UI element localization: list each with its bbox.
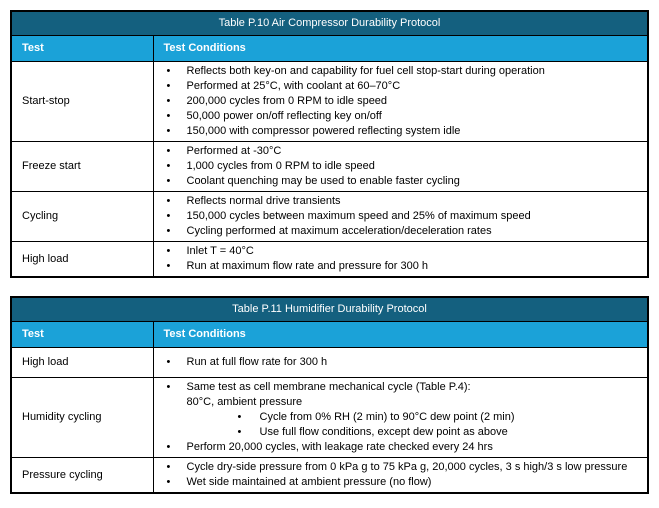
bullet-icon: •: [166, 145, 171, 157]
condition-bullet-line: • Run at full flow rate for 300 h: [154, 355, 642, 370]
bullet-icon: •: [166, 260, 171, 272]
table-title: Table P.10 Air Compressor Durability Pro…: [10, 10, 649, 36]
condition-text: Coolant quenching may be used to enable …: [186, 175, 460, 187]
table-header-row: Test Test Conditions: [10, 321, 649, 348]
condition-bullet-line: • Reflects both key-on and capability for…: [154, 64, 642, 79]
table-gap: [10, 278, 649, 296]
test-conditions-cell: • Performed at -30°C • 1,000 cycles from 0 …: [152, 141, 649, 192]
test-conditions-cell: • Inlet T = 40°C • Run at maximum flow rate…: [152, 241, 649, 278]
test-conditions-cell: • Reflects both key-on and capability for…: [152, 61, 649, 142]
table-row: High load • Run at full flow rate for 300 …: [10, 347, 649, 378]
bullet-icon: •: [166, 441, 171, 453]
column-header-conditions: Test Conditions: [152, 35, 649, 62]
bullet-icon: •: [166, 381, 171, 393]
humidifier-durability-table: Table P.11 Humidifier Durability Protoco…: [10, 296, 649, 494]
table-row: Freeze start • Performed at -30°C • 1,000 cy…: [10, 141, 649, 192]
condition-sub-bullet-line: • Cycle from 0% RH (2 min) to 90°C dew po…: [154, 410, 642, 425]
test-name-cell: Start-stop: [10, 61, 154, 142]
condition-text: Same test as cell membrane mechanical cy…: [186, 381, 471, 393]
condition-text: Perform 20,000 cycles, with leakage rate…: [186, 441, 493, 453]
condition-text: Run at full flow rate for 300 h: [186, 356, 328, 368]
column-header-test: Test: [10, 35, 154, 62]
condition-text: 50,000 power on/off reflecting key on/of…: [186, 110, 382, 122]
test-name-cell: Humidity cycling: [10, 377, 154, 458]
test-name-cell: Cycling: [10, 191, 154, 242]
bullet-icon: •: [166, 175, 171, 187]
condition-text: 150,000 with compressor powered reflecti…: [186, 125, 461, 137]
condition-text: Performed at -30°C: [186, 145, 282, 157]
condition-text: 150,000 cycles between maximum speed and…: [186, 210, 531, 222]
condition-bullet-line: • Reflects normal drive transients: [154, 194, 642, 209]
condition-text: Reflects normal drive transients: [186, 195, 341, 207]
bullet-icon: •: [166, 110, 171, 122]
table-header-row: Test Test Conditions: [10, 35, 649, 62]
test-name-cell: High load: [10, 347, 154, 378]
condition-text: Reflects both key-on and capability for …: [186, 65, 545, 77]
condition-text: Cycle from 0% RH (2 min) to 90°C dew poi…: [259, 411, 515, 423]
condition-text: Use full flow conditions, except dew poi…: [259, 426, 508, 438]
condition-bullet-line: • Cycle dry-side pressure from 0 kPa g to…: [154, 460, 642, 475]
bullet-icon: •: [166, 476, 171, 488]
table-row: Cycling • Reflects normal drive transients…: [10, 191, 649, 242]
bullet-icon: •: [166, 95, 171, 107]
table-title-row: Table P.11 Humidifier Durability Protoco…: [10, 296, 649, 322]
condition-bullet-line: • Same test as cell membrane mechanical c…: [154, 380, 642, 395]
table-title: Table P.11 Humidifier Durability Protoco…: [10, 296, 649, 322]
bullet-icon: •: [237, 426, 242, 438]
bullet-icon: •: [166, 210, 171, 222]
test-conditions-cell: • Run at full flow rate for 300 h: [152, 347, 649, 378]
test-conditions-cell: • Cycle dry-side pressure from 0 kPa g to…: [152, 457, 649, 494]
condition-bullet-line: • 1,000 cycles from 0 RPM to idle speed: [154, 159, 642, 174]
condition-bullet-line: • 200,000 cycles from 0 RPM to idle speed: [154, 94, 642, 109]
table-row: Start-stop • Reflects both key-on and capa…: [10, 61, 649, 142]
condition-text: 80°C, ambient pressure: [186, 396, 303, 408]
test-conditions-cell: • Reflects normal drive transients • 150,00…: [152, 191, 649, 242]
bullet-icon: •: [237, 411, 242, 423]
condition-text: Run at maximum flow rate and pressure fo…: [186, 260, 429, 272]
table-title-row: Table P.10 Air Compressor Durability Pro…: [10, 10, 649, 36]
condition-text: Cycling performed at maximum acceleratio…: [186, 225, 492, 237]
condition-text: 1,000 cycles from 0 RPM to idle speed: [186, 160, 375, 172]
condition-bullet-line: • Performed at 25°C, with coolant at 60–7…: [154, 79, 642, 94]
bullet-icon: •: [166, 225, 171, 237]
condition-bullet-line: • Wet side maintained at ambient pressure…: [154, 475, 642, 490]
bullet-icon: •: [166, 125, 171, 137]
bullet-icon: •: [166, 80, 171, 92]
condition-bullet-line: • 150,000 cycles between maximum speed an…: [154, 209, 642, 224]
condition-sub-bullet-line: • Use full flow conditions, except dew po…: [154, 425, 642, 440]
condition-text: Cycle dry-side pressure from 0 kPa g to …: [186, 461, 628, 473]
air-compressor-durability-table: Table P.10 Air Compressor Durability Pro…: [10, 10, 649, 278]
condition-bullet-line: • Cycling performed at maximum accelerati…: [154, 224, 642, 239]
condition-bullet-line: • Inlet T = 40°C: [154, 244, 642, 259]
condition-text: Performed at 25°C, with coolant at 60–70…: [186, 80, 401, 92]
condition-text: Wet side maintained at ambient pressure …: [186, 476, 432, 488]
column-header-test: Test: [10, 321, 154, 348]
condition-text: 200,000 cycles from 0 RPM to idle speed: [186, 95, 388, 107]
condition-bullet-line: • 50,000 power on/off reflecting key on/o…: [154, 109, 642, 124]
condition-bullet-line: • Coolant quenching may be used to enable…: [154, 174, 642, 189]
condition-continuation-line: 80°C, ambient pressure: [154, 395, 642, 410]
table-row: Humidity cycling • Same test as cell membr…: [10, 377, 649, 458]
test-conditions-cell: • Same test as cell membrane mechanical c…: [152, 377, 649, 458]
condition-bullet-line: • Perform 20,000 cycles, with leakage rat…: [154, 440, 642, 455]
bullet-icon: •: [166, 65, 171, 77]
condition-text: Inlet T = 40°C: [186, 245, 254, 257]
test-name-cell: Freeze start: [10, 141, 154, 192]
test-name-cell: High load: [10, 241, 154, 278]
test-name-cell: Pressure cycling: [10, 457, 154, 494]
condition-bullet-line: • Performed at -30°C: [154, 144, 642, 159]
table-row: High load • Inlet T = 40°C • Run at maximum …: [10, 241, 649, 278]
column-header-conditions: Test Conditions: [152, 321, 649, 348]
condition-bullet-line: • 150,000 with compressor powered reflect…: [154, 124, 642, 139]
condition-bullet-line: • Run at maximum flow rate and pressure f…: [154, 259, 642, 274]
bullet-icon: •: [166, 356, 171, 368]
bullet-icon: •: [166, 160, 171, 172]
bullet-icon: •: [166, 195, 171, 207]
table-row: Pressure cycling • Cycle dry-side pressure…: [10, 457, 649, 494]
bullet-icon: •: [166, 245, 171, 257]
bullet-icon: •: [166, 461, 171, 473]
